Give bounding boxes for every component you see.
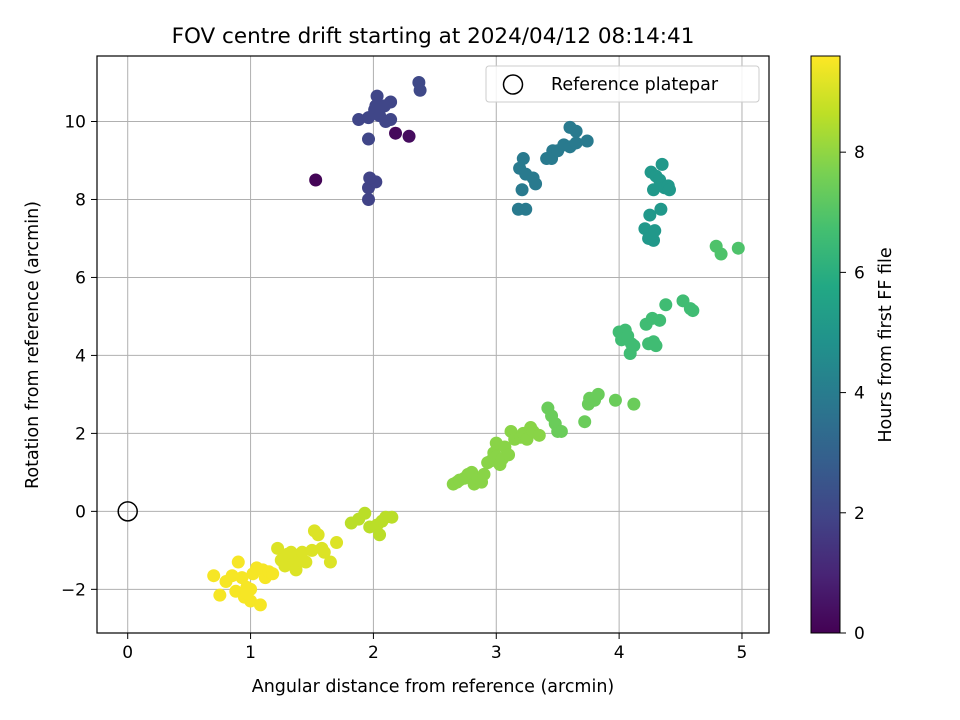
data-point: [225, 569, 239, 583]
data-point: [647, 183, 661, 197]
data-point: [653, 313, 667, 327]
data-point: [649, 339, 663, 353]
data-point: [370, 89, 384, 103]
data-points: [207, 76, 745, 612]
data-point: [655, 157, 669, 171]
data-point: [253, 598, 267, 612]
legend-entry: Reference platepar: [551, 75, 719, 95]
y-tick-label: 10: [64, 112, 86, 132]
data-point: [516, 152, 530, 166]
data-point: [358, 506, 372, 520]
data-point: [627, 339, 641, 353]
x-axis-label: Angular distance from reference (arcmin): [252, 677, 615, 697]
reference-marker: [117, 501, 138, 522]
data-point: [207, 569, 221, 583]
data-point: [529, 177, 543, 191]
data-point: [532, 428, 546, 442]
colorbar: 0 2 4 6 8 Hours from first FF file: [810, 55, 896, 644]
x-tick-label: 2: [368, 643, 379, 663]
data-point: [515, 183, 529, 197]
legend: Reference platepar: [485, 65, 760, 103]
data-point: [317, 545, 331, 559]
data-point: [654, 202, 668, 216]
legend-box: [485, 65, 760, 103]
y-tick-label: 2: [75, 424, 86, 444]
data-point: [295, 545, 309, 559]
x-tick-label: 1: [245, 643, 256, 663]
data-point: [235, 571, 249, 585]
data-point: [627, 397, 641, 411]
legend-marker: [502, 74, 524, 95]
data-point: [578, 415, 592, 429]
data-point: [402, 129, 416, 143]
data-point: [477, 467, 491, 481]
data-point: [608, 393, 622, 407]
data-point: [305, 543, 319, 557]
data-point: [647, 233, 661, 247]
data-point: [714, 247, 728, 261]
colorbar-label: Hours from first FF file: [876, 247, 896, 442]
data-point: [311, 528, 325, 542]
data-point: [271, 541, 285, 555]
data-point: [648, 224, 662, 238]
data-point: [323, 555, 337, 569]
chart-title: FOV centre drift starting at 2024/04/12 …: [172, 24, 695, 49]
data-point: [352, 113, 366, 127]
data-point: [385, 510, 399, 524]
data-point: [231, 555, 245, 569]
colorbar-ticks: 0 2 4 6 8: [840, 143, 865, 644]
data-point: [659, 298, 673, 312]
y-axis-ticks: −2 0 2 4 6 8 10: [61, 112, 97, 600]
grid: [97, 56, 769, 633]
data-point: [213, 588, 227, 602]
y-tick-label: 8: [75, 190, 86, 210]
plot-frame: [96, 55, 770, 634]
y-tick-label: 4: [75, 346, 86, 366]
data-point: [362, 132, 376, 146]
colorbar-gradient: [810, 55, 841, 634]
data-point: [299, 555, 313, 569]
x-tick-label: 4: [614, 643, 625, 663]
data-point: [519, 202, 533, 216]
data-point: [309, 173, 323, 187]
data-point: [686, 304, 700, 318]
colorbar-tick-label: 4: [854, 384, 865, 404]
x-tick-label: 0: [122, 643, 133, 663]
data-point: [389, 126, 403, 140]
colorbar-tick-label: 0: [854, 624, 865, 644]
data-point: [580, 134, 594, 148]
x-axis-ticks: 0 1 2 3 4 5: [122, 633, 747, 663]
data-point: [289, 563, 303, 577]
data-point: [369, 99, 383, 113]
data-point: [284, 545, 298, 559]
data-point: [638, 222, 652, 236]
data-point: [413, 83, 427, 97]
colorbar-tick-label: 8: [854, 143, 865, 163]
data-point: [731, 241, 745, 255]
colorbar-tick-label: 2: [854, 504, 865, 524]
y-tick-label: −2: [61, 580, 86, 600]
x-tick-label: 5: [737, 643, 748, 663]
data-point: [502, 448, 516, 462]
y-axis-label: Rotation from reference (arcmin): [23, 201, 43, 489]
data-point: [330, 536, 344, 550]
data-point: [384, 113, 398, 127]
data-point: [569, 124, 583, 138]
x-tick-label: 3: [491, 643, 502, 663]
data-point: [362, 192, 376, 206]
y-tick-label: 0: [75, 502, 86, 522]
data-point: [266, 567, 280, 581]
data-point: [643, 208, 657, 222]
data-point: [554, 424, 568, 438]
data-point: [373, 528, 387, 542]
y-tick-label: 6: [75, 268, 86, 288]
data-point: [662, 183, 676, 197]
data-point: [569, 136, 583, 150]
data-point: [363, 171, 377, 185]
colorbar-tick-label: 6: [854, 263, 865, 283]
data-point: [591, 387, 605, 401]
data-point: [240, 586, 254, 600]
